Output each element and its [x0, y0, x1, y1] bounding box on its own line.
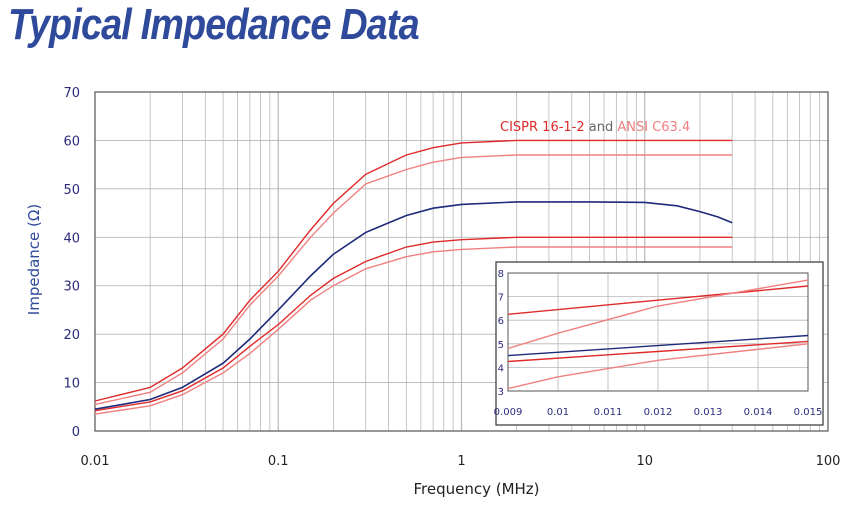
x-tick-label: 0.01 — [81, 454, 110, 469]
inset-y-tick-label: 7 — [498, 293, 504, 304]
inset-y-tick-label: 8 — [498, 269, 504, 280]
inset-series-line-2 — [507, 279, 809, 350]
series-line-4 — [94, 236, 733, 412]
y-tick-label: 30 — [63, 280, 80, 295]
inset-series-line-3 — [507, 334, 809, 357]
inset-series-line-1 — [507, 285, 809, 315]
series-line-3 — [94, 201, 733, 410]
legend-part-2: and — [585, 120, 618, 135]
y-tick-label: 60 — [63, 134, 80, 149]
x-tick-label: 100 — [816, 454, 841, 469]
inset-x-tick-label: 0.009 — [494, 407, 523, 418]
y-tick-label: 20 — [63, 328, 80, 343]
plot-frame — [94, 91, 829, 432]
x-tick-label: 1 — [457, 454, 465, 469]
inset-y-tick-label: 3 — [498, 387, 504, 398]
inset-y-tick-label: 5 — [498, 340, 504, 351]
legend-part-1: CISPR 16-1-2 — [500, 120, 585, 135]
page-title: Typical Impedance Data — [8, 0, 420, 49]
y-tick-label: 10 — [63, 377, 80, 392]
inset-x-tick-label: 0.013 — [694, 407, 723, 418]
inset-plot-frame — [507, 272, 809, 392]
legend-part-3: ANSI C63.4 — [617, 120, 690, 135]
x-tick-label: 0.1 — [268, 454, 289, 469]
inset-series-line-5 — [507, 343, 809, 390]
x-axis-label: Frequency (MHz) — [413, 480, 539, 498]
series-line-1 — [94, 139, 733, 402]
inset-y-tick-label: 4 — [498, 363, 504, 374]
x-tick-label: 10 — [636, 454, 653, 469]
inset-x-tick-label: 0.014 — [744, 407, 773, 418]
y-tick-label: 0 — [72, 425, 80, 440]
inset-x-tick-label: 0.015 — [794, 407, 823, 418]
y-tick-label: 40 — [63, 231, 80, 246]
inset-series-line-4 — [507, 340, 809, 363]
y-tick-label: 70 — [63, 86, 80, 101]
series-line-5 — [94, 246, 733, 415]
y-tick-label: 50 — [63, 183, 80, 198]
series-line-2 — [94, 154, 733, 406]
inset-y-tick-label: 6 — [498, 316, 504, 327]
inset-x-tick-label: 0.011 — [594, 407, 623, 418]
inset-x-tick-label: 0.01 — [547, 407, 569, 418]
legend: CISPR 16-1-2 and ANSI C63.4 — [500, 120, 690, 135]
y-axis-label: Impedance (Ω) — [25, 204, 43, 315]
inset-x-tick-label: 0.012 — [644, 407, 673, 418]
